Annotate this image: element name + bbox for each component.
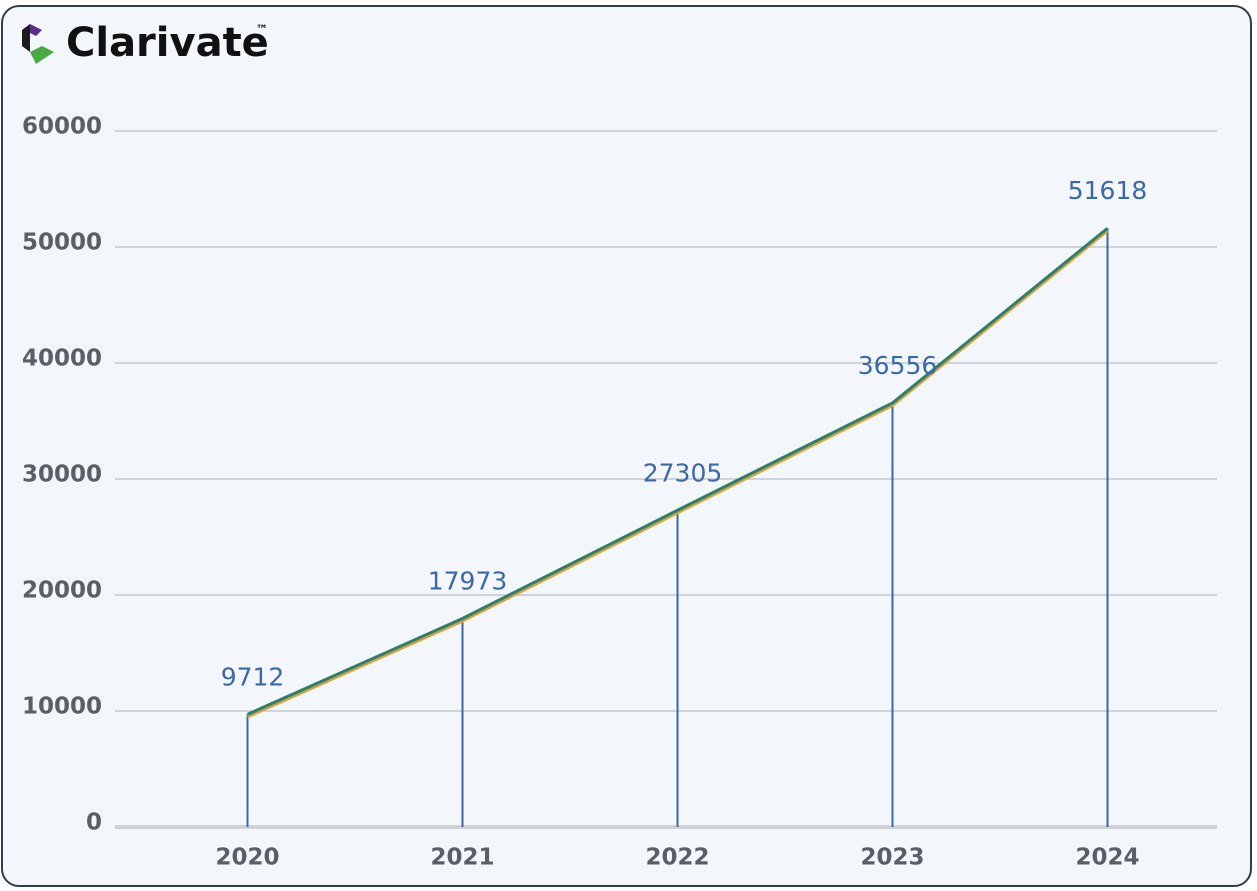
y-tick-label: 30000: [22, 462, 102, 488]
trademark: ™: [256, 23, 268, 37]
y-tick-label: 0: [86, 810, 102, 836]
y-tick-label: 40000: [22, 346, 102, 372]
y-tick-label: 50000: [22, 230, 102, 256]
value-label: 36556: [858, 351, 938, 380]
x-tick-label: 2022: [645, 845, 709, 871]
value-label: 51618: [1068, 176, 1148, 205]
value-label: 27305: [643, 458, 723, 487]
x-tick-label: 2023: [860, 845, 924, 871]
y-tick-label: 10000: [22, 694, 102, 720]
card: [1, 5, 1252, 887]
value-label: 17973: [428, 567, 508, 596]
line-shadow: [246, 229, 1109, 719]
line: [246, 227, 1109, 716]
logo-icon: [22, 24, 54, 64]
y-tick-label: 60000: [22, 114, 102, 140]
brand: Clarivate: [66, 20, 269, 66]
x-tick-label: 2024: [1075, 845, 1139, 871]
x-tick-label: 2020: [215, 845, 279, 871]
y-tick-label: 20000: [22, 578, 102, 604]
x-tick-label: 2021: [430, 845, 494, 871]
value-label: 9712: [221, 662, 285, 691]
